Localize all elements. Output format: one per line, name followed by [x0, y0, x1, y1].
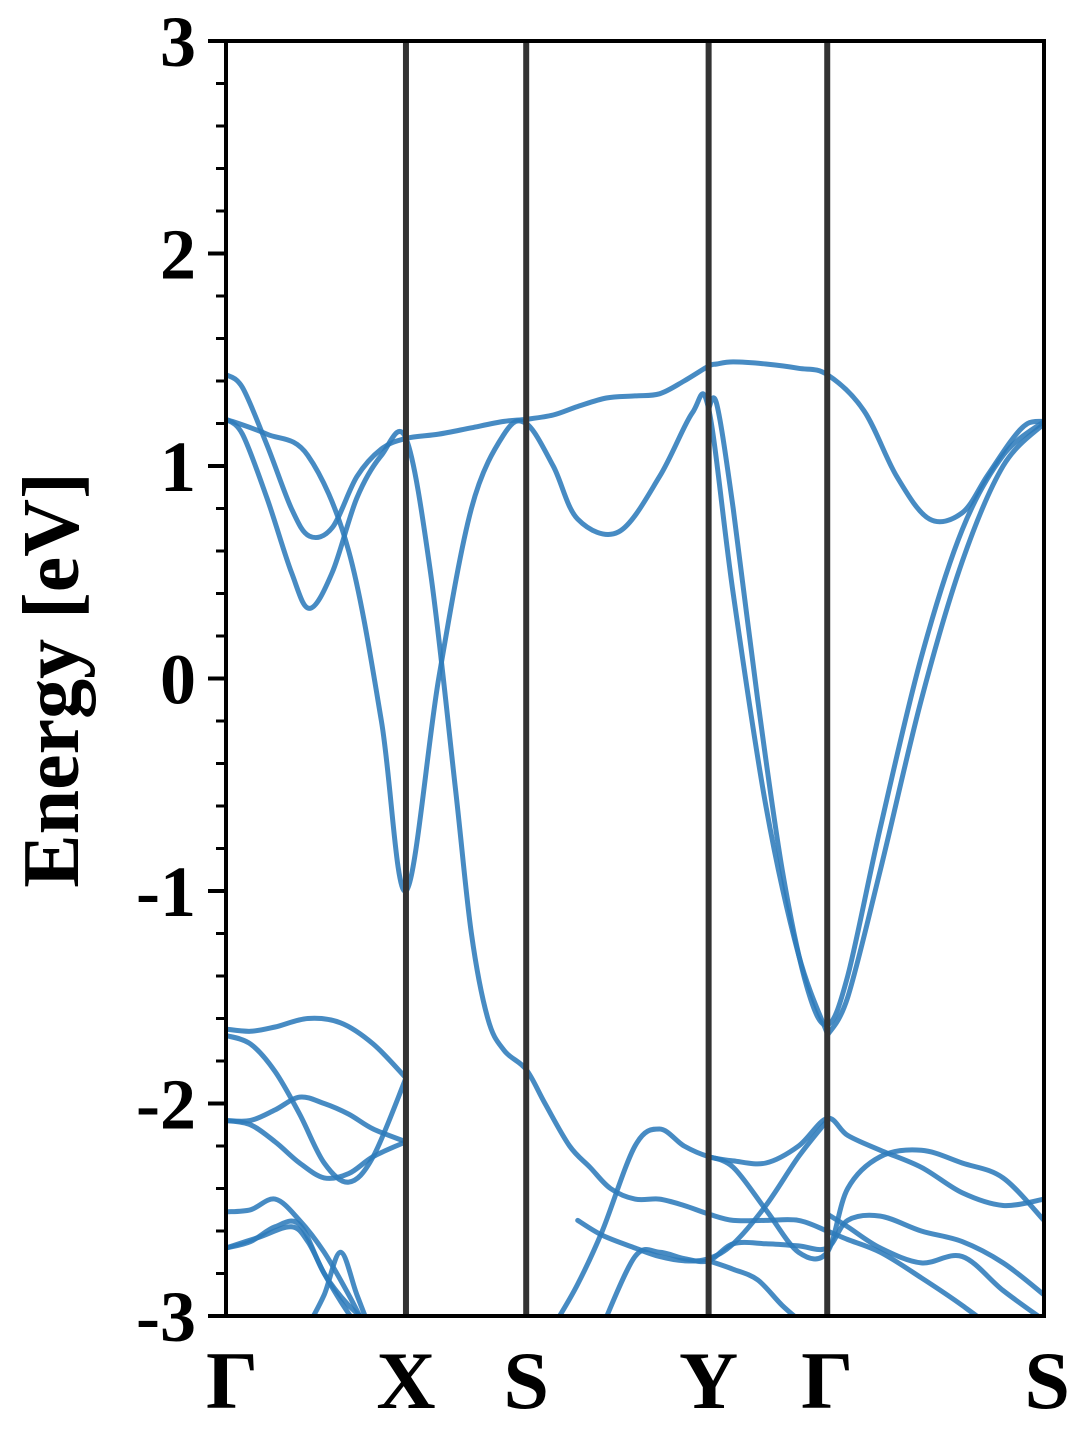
band-line-7 — [226, 1033, 409, 1185]
k-point-label: X — [376, 1335, 435, 1426]
y-tick-label: -2 — [136, 1065, 196, 1145]
y-tick-label: 0 — [160, 640, 196, 720]
band-line-18 — [706, 1258, 799, 1316]
high-symmetry-dividers — [402, 41, 831, 1316]
y-tick-label: -3 — [136, 1277, 196, 1357]
band-line-8 — [226, 1094, 409, 1145]
plot-border — [224, 39, 1046, 1318]
band-line-12 — [226, 1224, 354, 1316]
k-point-label: S — [503, 1335, 549, 1426]
band-line-10 — [226, 1196, 363, 1316]
y-axis-ticks: 3 2 1 0 -1 -2 -3 — [136, 2, 226, 1357]
k-point-label: Γ — [801, 1335, 853, 1426]
k-point-label: Γ — [206, 1335, 258, 1426]
band-line-19 — [824, 1211, 1043, 1316]
band-line-9 — [226, 1118, 409, 1181]
y-axis-label: Energy [eV] — [8, 472, 96, 887]
y-tick-label: -1 — [136, 852, 196, 932]
plot-frame — [224, 39, 1046, 1318]
band-line-16 — [604, 1212, 1044, 1316]
band-line-6 — [226, 1015, 409, 1081]
band-line-13 — [310, 1249, 368, 1316]
band-line-5 — [824, 421, 1044, 1038]
y-tick-label: 1 — [160, 427, 196, 507]
y-tick-label: 3 — [160, 2, 196, 82]
band-line-14 — [556, 1115, 1044, 1316]
y-tick-label: 2 — [160, 215, 196, 295]
band-line-1 — [226, 359, 1044, 541]
k-point-label: S — [1024, 1335, 1070, 1426]
bands-layer — [226, 359, 1044, 1316]
band-line-4 — [706, 395, 1044, 1028]
band-line-2 — [226, 416, 981, 1316]
band-line-17 — [706, 1147, 1044, 1262]
k-point-label: Y — [679, 1335, 738, 1426]
